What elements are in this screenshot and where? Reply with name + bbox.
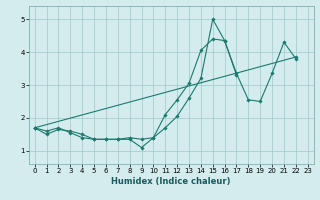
X-axis label: Humidex (Indice chaleur): Humidex (Indice chaleur) [111,177,231,186]
